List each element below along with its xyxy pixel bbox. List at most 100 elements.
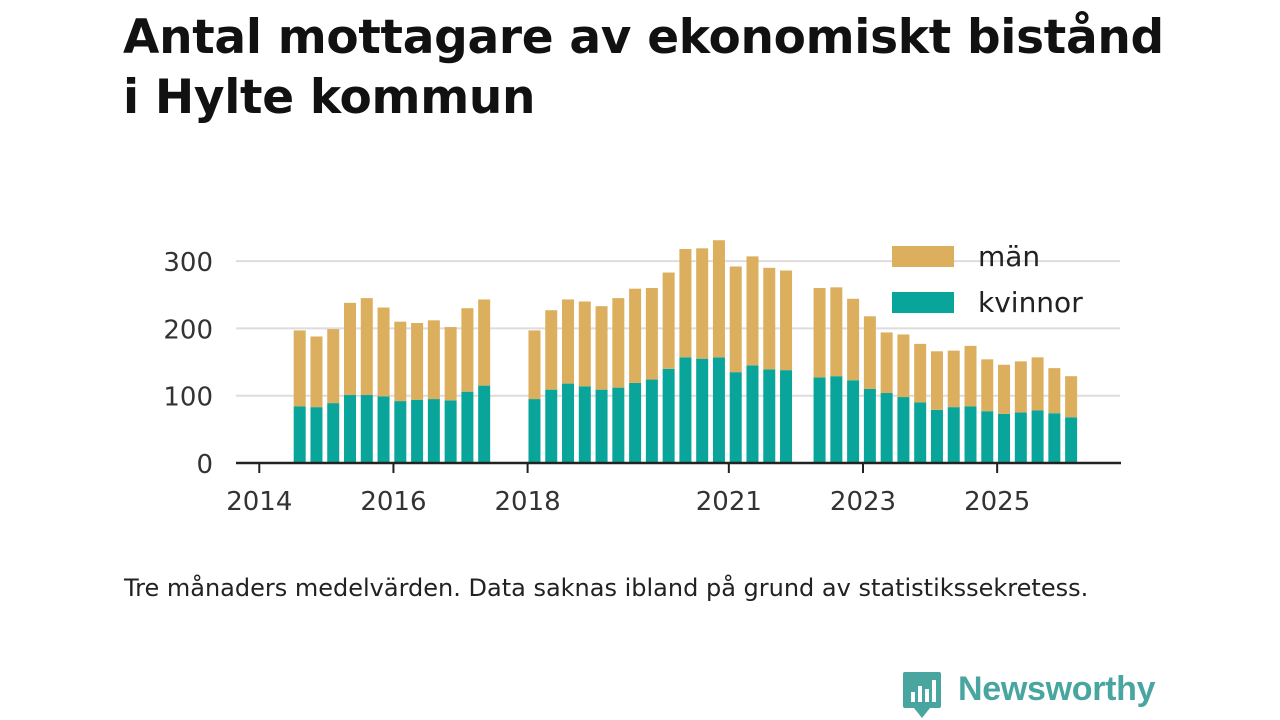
bar-man-2024-Q4 — [981, 359, 994, 412]
bar-man-2022-Q4 — [847, 298, 860, 381]
bar-kvinnor-2015-Q3 — [360, 395, 373, 463]
legend-swatch-kvinnor — [892, 292, 954, 313]
bar-man-2016-Q4 — [444, 327, 457, 401]
bar-kvinnor-2023-Q4 — [914, 402, 927, 463]
bar-man-2015-Q3 — [360, 298, 373, 396]
bar-kvinnor-2017-Q2 — [478, 385, 491, 463]
bar-kvinnor-2022-Q4 — [847, 380, 860, 463]
bar-man-2024-Q3 — [964, 345, 977, 407]
bar-man-2022-Q2 — [813, 288, 826, 378]
bar-kvinnor-2019-Q2 — [612, 387, 625, 463]
bar-kvinnor-2021-Q4 — [780, 370, 793, 463]
bar-kvinnor-2024-Q4 — [981, 411, 994, 463]
legend-label-man: män — [978, 240, 1040, 273]
bar-kvinnor-2018-Q4 — [578, 386, 591, 463]
brand-logo[interactable]: Newsworthy — [902, 670, 1156, 720]
bar-man-2019-Q2 — [612, 298, 625, 388]
bar-kvinnor-2023-Q2 — [880, 393, 893, 463]
bar-kvinnor-2020-Q4 — [712, 357, 725, 463]
bar-man-2023-Q4 — [914, 343, 927, 403]
bar-man-2019-Q4 — [645, 288, 658, 380]
bar-kvinnor-2021-Q3 — [763, 369, 776, 463]
newsworthy-logo-icon — [903, 672, 941, 718]
bar-kvinnor-2021-Q2 — [746, 365, 759, 463]
bar-kvinnor-2016-Q1 — [394, 401, 407, 463]
bar-kvinnor-2020-Q2 — [679, 357, 692, 463]
bar-man-2021-Q4 — [780, 270, 793, 371]
bar-man-2020-Q2 — [679, 248, 692, 358]
bar-kvinnor-2019-Q4 — [645, 379, 658, 463]
bar-man-2016-Q3 — [427, 320, 440, 400]
chart-title-line-2: i Hylte kommun — [123, 70, 536, 125]
bar-man-2015-Q1 — [327, 329, 340, 404]
bar-kvinnor-2015-Q2 — [344, 395, 357, 463]
bar-man-2021-Q3 — [763, 267, 776, 370]
bar-kvinnor-2021-Q1 — [729, 372, 742, 463]
bar-kvinnor-2025-Q3 — [1031, 410, 1044, 463]
bar-kvinnor-2023-Q3 — [897, 397, 910, 463]
bar-kvinnor-2022-Q3 — [830, 376, 843, 463]
x-tick-label-2016: 2016 — [360, 487, 426, 517]
brand-name: Newsworthy — [958, 670, 1156, 708]
bar-kvinnor-2018-Q3 — [562, 383, 575, 463]
x-tick-label-2014: 2014 — [226, 487, 292, 517]
bar-man-2021-Q2 — [746, 256, 759, 366]
bar-man-2019-Q1 — [595, 306, 608, 390]
bar-kvinnor-2016-Q3 — [427, 399, 440, 463]
legend-label-kvinnor: kvinnor — [978, 286, 1083, 319]
bar-man-2021-Q1 — [729, 266, 742, 373]
bar-kvinnor-2014-Q3 — [293, 406, 306, 463]
bar-kvinnor-2015-Q1 — [327, 403, 340, 463]
bar-man-2023-Q1 — [863, 316, 876, 389]
bar-man-2017-Q2 — [478, 299, 491, 386]
bar-man-2024-Q2 — [947, 350, 960, 408]
bar-kvinnor-2024-Q2 — [947, 407, 960, 463]
chart-title-line-1: Antal mottagare av ekonomiskt bistånd — [123, 10, 1164, 65]
bar-kvinnor-2017-Q1 — [461, 391, 474, 463]
bar-man-2020-Q3 — [696, 248, 709, 359]
bar-man-2020-Q4 — [712, 240, 725, 358]
bar-man-2015-Q2 — [344, 302, 357, 396]
y-tick-label-0: 0 — [196, 450, 213, 480]
bar-man-2018-Q2 — [545, 310, 558, 390]
bar-man-2014-Q3 — [293, 330, 306, 407]
bar-man-2019-Q3 — [629, 288, 642, 383]
x-tick-label-2021: 2021 — [696, 487, 762, 517]
chart-title: Antal mottagare av ekonomiskt bistånd i … — [123, 8, 1223, 128]
bar-man-2017-Q1 — [461, 308, 474, 392]
bar-man-2016-Q2 — [411, 323, 424, 400]
bar-man-2016-Q1 — [394, 321, 407, 402]
bar-kvinnor-2018-Q2 — [545, 389, 558, 463]
bar-man-2025-Q1 — [998, 364, 1011, 414]
x-tick-label-2018: 2018 — [495, 487, 561, 517]
bar-man-2024-Q1 — [930, 351, 943, 410]
bar-man-2020-Q1 — [662, 272, 675, 369]
x-tick-label-2023: 2023 — [830, 487, 896, 517]
bar-kvinnor-2018-Q1 — [528, 399, 541, 463]
bar-kvinnor-2015-Q4 — [377, 396, 390, 463]
y-tick-label-300: 300 — [163, 248, 213, 278]
bar-kvinnor-2025-Q2 — [1014, 412, 1027, 463]
bar-kvinnor-2016-Q4 — [444, 400, 457, 463]
bar-kvinnor-2022-Q2 — [813, 377, 826, 463]
bar-kvinnor-2020-Q1 — [662, 368, 675, 463]
y-tick-label-100: 100 — [163, 383, 213, 413]
bar-man-2014-Q4 — [310, 336, 323, 408]
legend-swatch-man — [892, 246, 954, 267]
bar-man-2018-Q1 — [528, 330, 541, 400]
bar-kvinnor-2026-Q1 — [1065, 417, 1078, 463]
bar-kvinnor-2024-Q1 — [930, 409, 943, 463]
bar-man-2018-Q4 — [578, 301, 591, 387]
stacked-bar-chart: 0 100 200 300 2014 2016 2018 2021 2023 2025 män kvi… — [163, 240, 1121, 517]
y-tick-label-200: 200 — [163, 315, 213, 345]
bar-kvinnor-2020-Q3 — [696, 358, 709, 463]
bar-man-2025-Q4 — [1048, 368, 1061, 414]
bar-kvinnor-2019-Q1 — [595, 389, 608, 463]
bar-man-2015-Q4 — [377, 307, 390, 397]
bar-man-2023-Q2 — [880, 332, 893, 394]
bar-man-2018-Q3 — [562, 299, 575, 384]
x-tick-label-2025: 2025 — [964, 487, 1030, 517]
bar-man-2025-Q2 — [1014, 361, 1027, 413]
bar-kvinnor-2014-Q4 — [310, 407, 323, 463]
bar-kvinnor-2024-Q3 — [964, 406, 977, 463]
